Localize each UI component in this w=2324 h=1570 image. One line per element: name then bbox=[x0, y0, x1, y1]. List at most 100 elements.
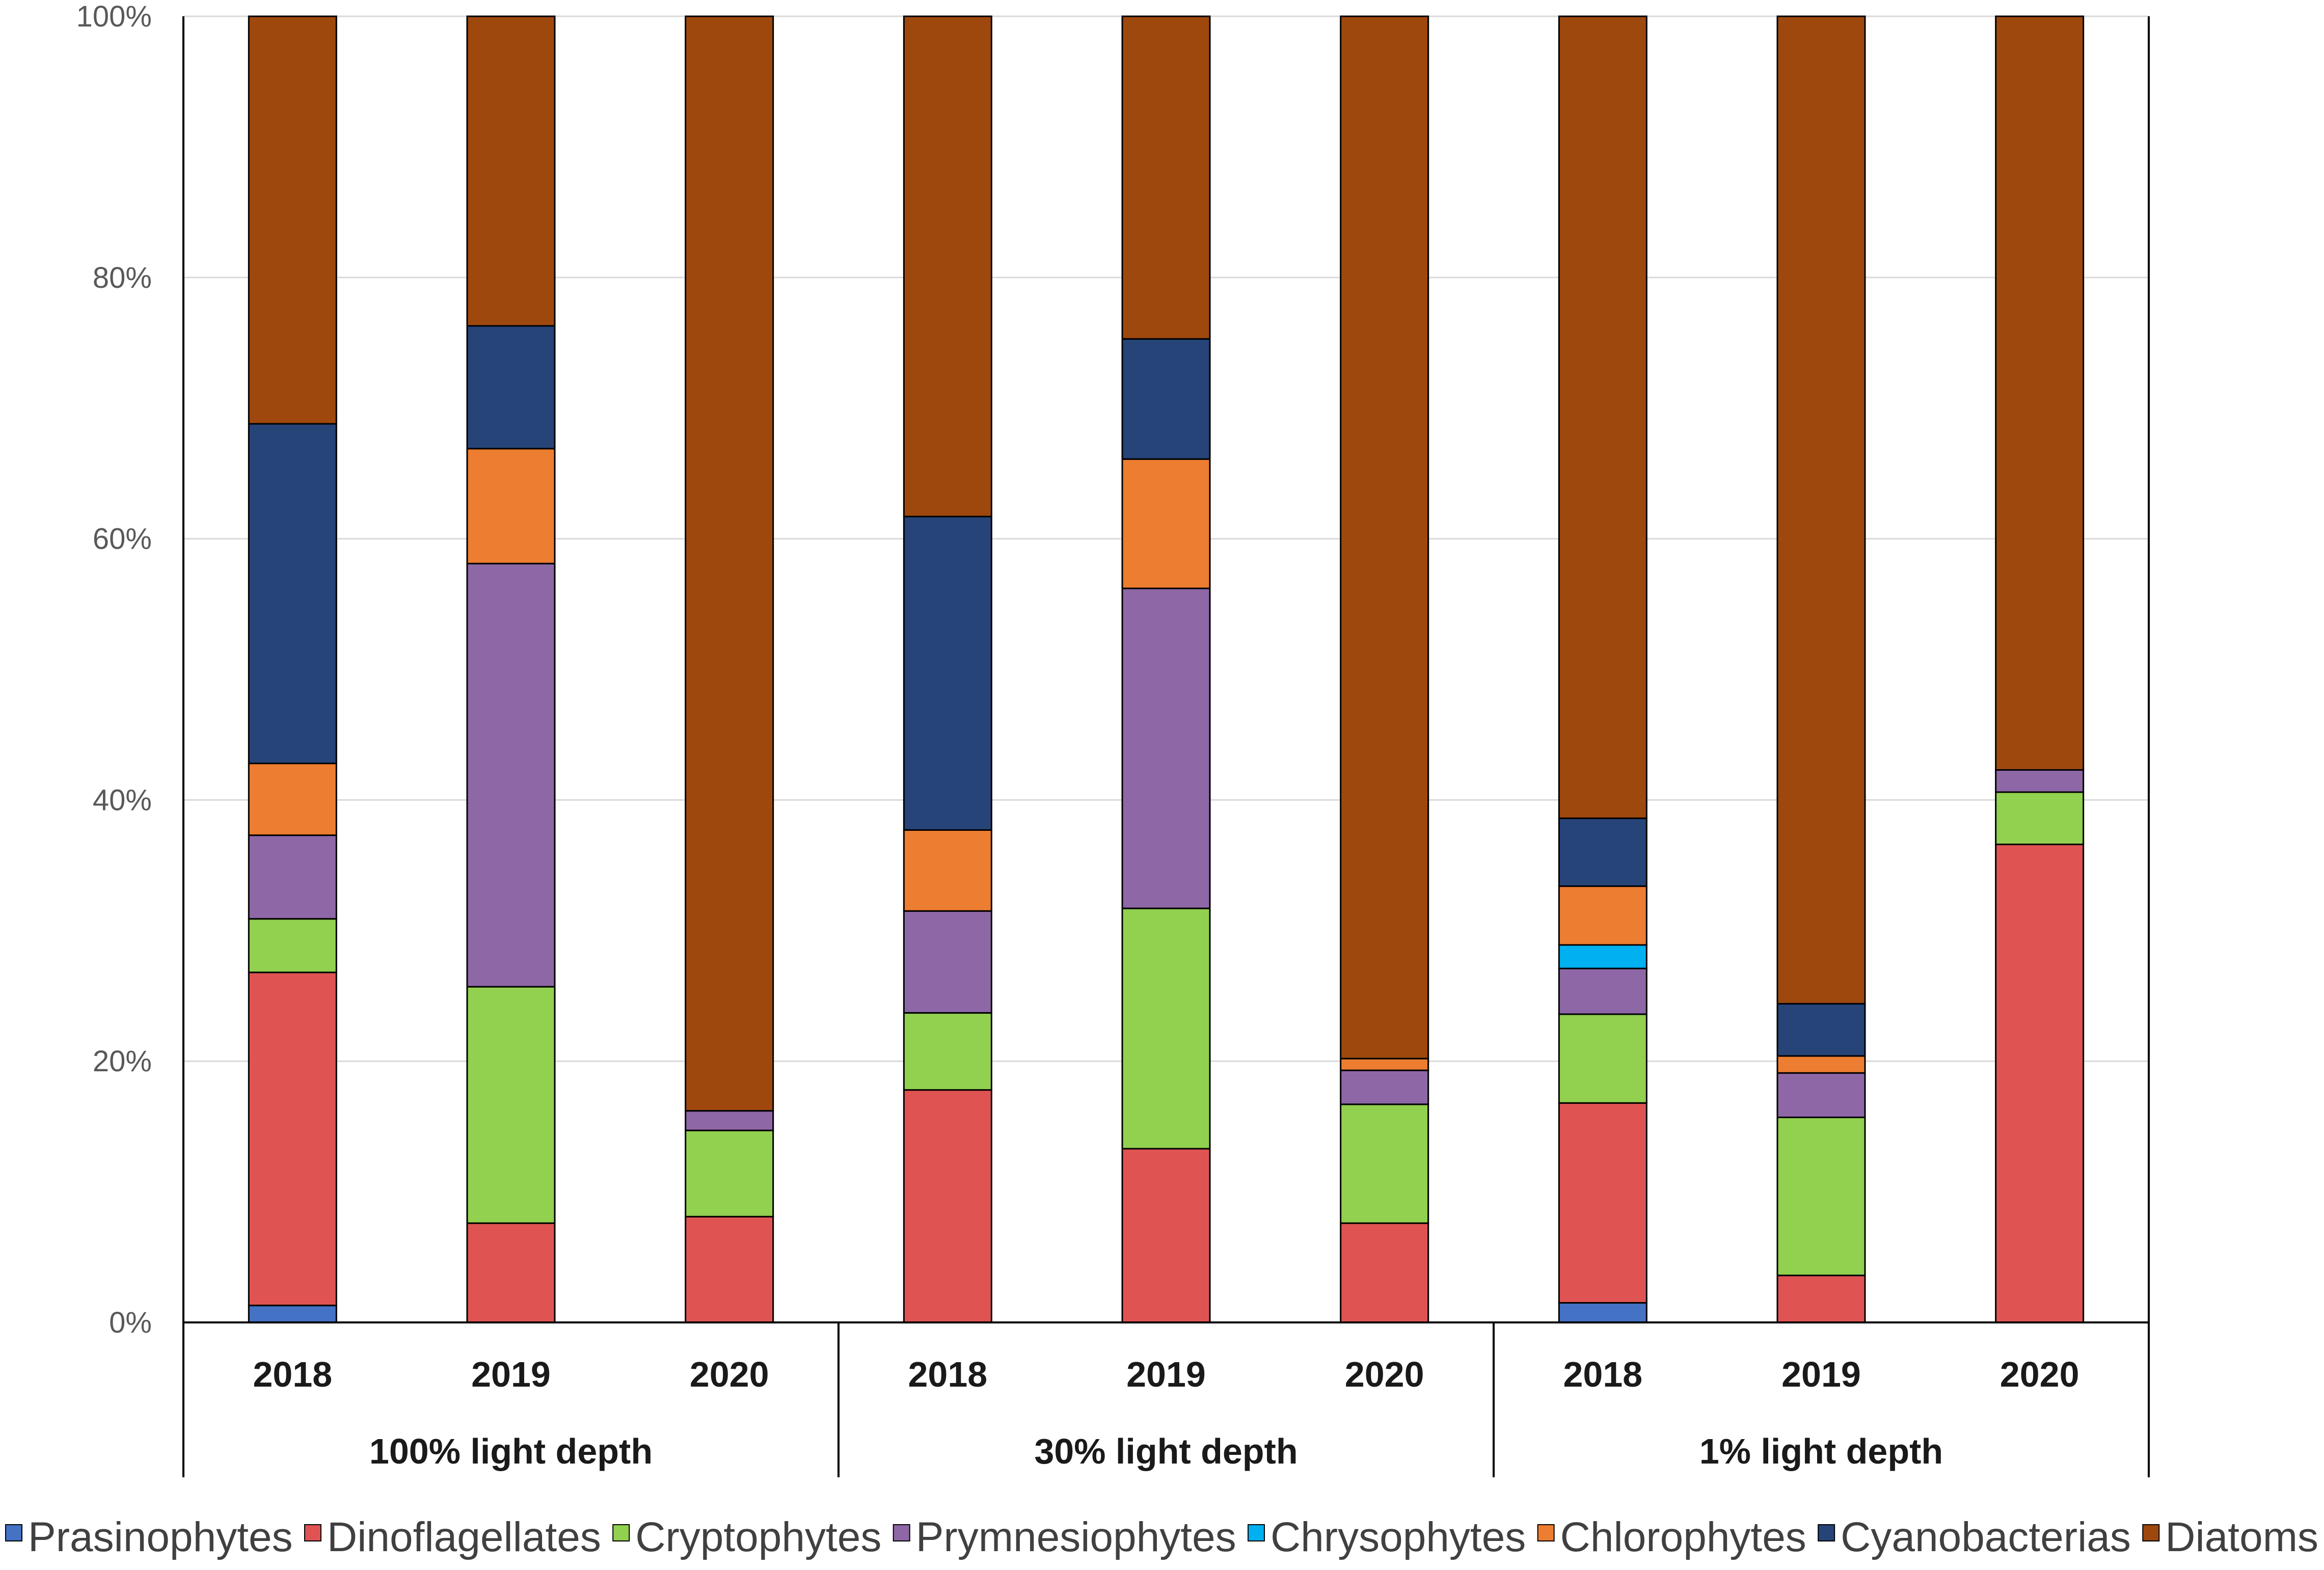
bar-stack-8 bbox=[1776, 15, 1866, 1323]
bar-segment-prymnesiophytes-1 bbox=[248, 834, 337, 920]
bar-segment-dinoflagellates-9 bbox=[1995, 844, 2085, 1323]
bar-segment-dinoflagellates-8 bbox=[1776, 1275, 1866, 1323]
bar-segment-chlorophytes-7 bbox=[1558, 885, 1647, 946]
bar-segment-cyanobacterias-1 bbox=[248, 423, 337, 765]
y-tick-label-100: 100% bbox=[76, 0, 152, 33]
x-tick-label-2: 2019 bbox=[471, 1355, 551, 1394]
legend-swatch-chrysophytes bbox=[1247, 1524, 1265, 1541]
bar-stack-9 bbox=[1995, 15, 2085, 1323]
x-tick-label-7: 2018 bbox=[1563, 1355, 1642, 1394]
bar-segment-diatoms-3 bbox=[685, 15, 774, 1112]
bar-segment-dinoflagellates-3 bbox=[685, 1215, 774, 1323]
x-tick-label-8: 2019 bbox=[1781, 1355, 1861, 1394]
bar-segment-cryptophytes-4 bbox=[903, 1012, 992, 1091]
bar-segment-chrysophytes-7 bbox=[1558, 944, 1647, 969]
y-tick-label-0: 0% bbox=[109, 1306, 152, 1339]
legend-label-cyanobacterias: Cyanobacterias bbox=[1841, 1514, 2131, 1560]
legend-label-prymnesiophytes: Prymnesiophytes bbox=[916, 1514, 1236, 1560]
bar-segment-prymnesiophytes-6 bbox=[1340, 1069, 1429, 1105]
bar-segment-dinoflagellates-4 bbox=[903, 1089, 992, 1323]
bar-segment-prymnesiophytes-7 bbox=[1558, 967, 1647, 1015]
legend-swatch-chlorophytes bbox=[1537, 1524, 1555, 1541]
legend-label-diatoms: Diatoms bbox=[2165, 1514, 2318, 1560]
y-tick-label-60: 60% bbox=[93, 523, 152, 556]
x-axis-category-labels: 2018 2019 2020 2018 2019 2020 2018 2019 2020 bbox=[253, 1355, 2079, 1394]
group-label-100-light-depth: 100% light depth bbox=[369, 1431, 653, 1471]
y-tick-label-20: 20% bbox=[93, 1045, 152, 1078]
bar-segment-diatoms-9 bbox=[1995, 15, 2085, 771]
bar-segment-cryptophytes-1 bbox=[248, 918, 337, 973]
y-tick-label-80: 80% bbox=[93, 261, 152, 294]
bar-segment-prymnesiophytes-4 bbox=[903, 910, 992, 1014]
axes bbox=[182, 16, 2150, 1477]
bar-segment-dinoflagellates-7 bbox=[1558, 1102, 1647, 1304]
bar-stack-6 bbox=[1340, 15, 1429, 1323]
bar-stack-1 bbox=[248, 15, 337, 1323]
bar-segment-cryptophytes-7 bbox=[1558, 1013, 1647, 1104]
bar-segment-dinoflagellates-2 bbox=[466, 1222, 556, 1323]
bar-segment-cyanobacterias-8 bbox=[1776, 1003, 1866, 1057]
bar-segment-diatoms-2 bbox=[466, 15, 556, 327]
bar-stack-3 bbox=[685, 15, 774, 1323]
bar-segment-chlorophytes-6 bbox=[1340, 1058, 1429, 1071]
legend-item-diatoms: Diatoms bbox=[2142, 1514, 2318, 1560]
bar-segment-chlorophytes-5 bbox=[1121, 458, 1211, 589]
bar-segment-diatoms-4 bbox=[903, 15, 992, 518]
legend-swatch-cyanobacterias bbox=[1818, 1524, 1835, 1541]
bar-stack-2 bbox=[466, 15, 556, 1323]
legend-item-cryptophytes: Cryptophytes bbox=[612, 1514, 881, 1560]
legend: Prasinophytes Dinoflagellates Cryptophytes… bbox=[5, 1514, 2318, 1560]
bar-stacks bbox=[248, 15, 2085, 1323]
bar-segment-cyanobacterias-4 bbox=[903, 516, 992, 831]
bar-segment-diatoms-8 bbox=[1776, 15, 1866, 1005]
bar-segment-prasinophytes-1 bbox=[248, 1305, 337, 1323]
bar-segment-chlorophytes-2 bbox=[466, 448, 556, 564]
legend-label-cryptophytes: Cryptophytes bbox=[635, 1514, 881, 1560]
x-axis-group-labels: 100% light depth 30% light depth 1% light … bbox=[369, 1431, 1943, 1471]
bar-segment-chlorophytes-8 bbox=[1776, 1055, 1866, 1074]
x-tick-label-9: 2020 bbox=[2000, 1355, 2079, 1394]
legend-item-chlorophytes: Chlorophytes bbox=[1537, 1514, 1806, 1560]
y-tick-label-40: 40% bbox=[93, 783, 152, 817]
legend-label-prasinophytes: Prasinophytes bbox=[28, 1514, 293, 1560]
bar-segment-diatoms-6 bbox=[1340, 15, 1429, 1060]
legend-swatch-diatoms bbox=[2142, 1524, 2160, 1541]
bar-segment-prymnesiophytes-9 bbox=[1995, 769, 2085, 793]
bar-segment-cryptophytes-2 bbox=[466, 986, 556, 1224]
legend-item-chrysophytes: Chrysophytes bbox=[1247, 1514, 1526, 1560]
legend-swatch-cryptophytes bbox=[612, 1524, 630, 1541]
bar-segment-diatoms-5 bbox=[1121, 15, 1211, 340]
bar-segment-cryptophytes-9 bbox=[1995, 791, 2085, 846]
legend-item-prasinophytes: Prasinophytes bbox=[5, 1514, 293, 1560]
bar-segment-cryptophytes-5 bbox=[1121, 907, 1211, 1150]
bar-segment-cryptophytes-8 bbox=[1776, 1116, 1866, 1277]
bar-segment-chlorophytes-1 bbox=[248, 763, 337, 836]
bar-segment-prasinophytes-7 bbox=[1558, 1302, 1647, 1323]
x-tick-label-6: 2020 bbox=[1345, 1355, 1424, 1394]
x-tick-label-1: 2018 bbox=[253, 1355, 332, 1394]
bar-stack-5 bbox=[1121, 15, 1211, 1323]
bar-segment-dinoflagellates-5 bbox=[1121, 1148, 1211, 1323]
legend-label-chlorophytes: Chlorophytes bbox=[1560, 1514, 1806, 1560]
group-label-1-light-depth: 1% light depth bbox=[1699, 1431, 1943, 1471]
legend-label-dinoflagellates: Dinoflagellates bbox=[327, 1514, 601, 1560]
x-tick-label-5: 2019 bbox=[1126, 1355, 1206, 1394]
bar-segment-cyanobacterias-2 bbox=[466, 325, 556, 450]
y-axis-tick-labels: 0% 20% 40% 60% 80% 100% bbox=[76, 0, 152, 1339]
bar-segment-chlorophytes-4 bbox=[903, 829, 992, 912]
bar-stack-4 bbox=[903, 15, 992, 1323]
bar-segment-cyanobacterias-5 bbox=[1121, 338, 1211, 460]
bar-segment-diatoms-1 bbox=[248, 15, 337, 425]
legend-swatch-dinoflagellates bbox=[304, 1524, 321, 1541]
bar-segment-prymnesiophytes-2 bbox=[466, 562, 556, 988]
bar-segment-dinoflagellates-6 bbox=[1340, 1222, 1429, 1323]
legend-item-prymnesiophytes: Prymnesiophytes bbox=[893, 1514, 1236, 1560]
bar-segment-prymnesiophytes-3 bbox=[685, 1110, 774, 1131]
x-tick-label-4: 2018 bbox=[908, 1355, 987, 1394]
bar-segment-prymnesiophytes-5 bbox=[1121, 587, 1211, 909]
bar-segment-cryptophytes-6 bbox=[1340, 1103, 1429, 1224]
group-label-30-light-depth: 30% light depth bbox=[1034, 1431, 1298, 1471]
bar-segment-cyanobacterias-7 bbox=[1558, 817, 1647, 887]
legend-swatch-prasinophytes bbox=[5, 1524, 22, 1541]
